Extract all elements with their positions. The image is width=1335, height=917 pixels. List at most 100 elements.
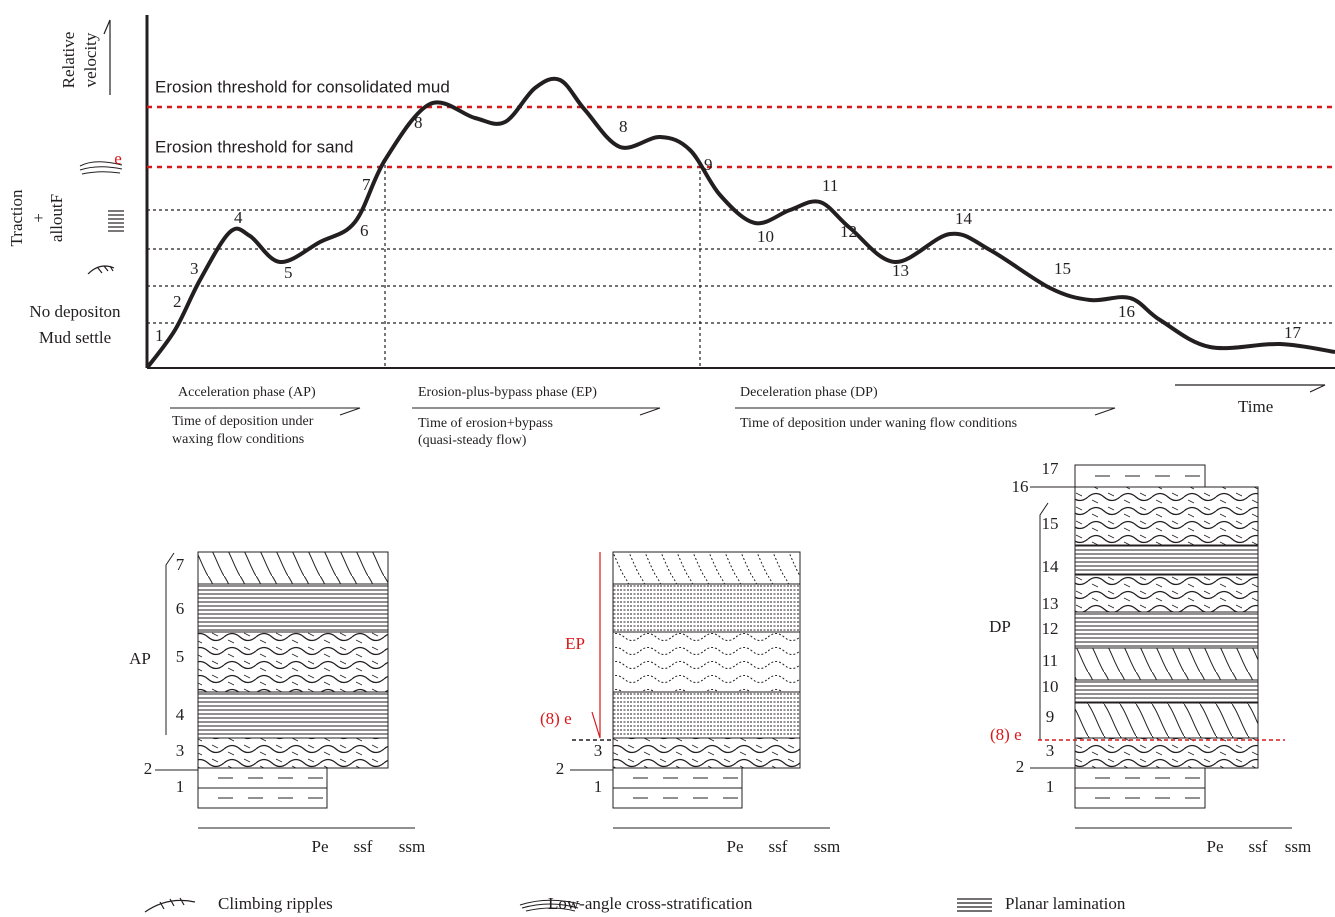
- ripple-icon: [88, 266, 114, 274]
- phase-name: Deceleration phase (DP): [740, 385, 878, 400]
- layer-label: 14: [1042, 557, 1060, 576]
- velocity-arrow-tip: [104, 20, 110, 34]
- curve-label: 8: [619, 117, 628, 136]
- phase-name: Acceleration phase (AP): [178, 385, 316, 400]
- layer-label: 11: [1042, 651, 1058, 670]
- y-label: +: [29, 213, 48, 223]
- curve-label: 15: [1054, 259, 1071, 278]
- layer: [613, 738, 800, 768]
- y-label: No depositon: [29, 302, 121, 321]
- layer-label: 2: [144, 759, 153, 778]
- threshold-marker: e: [114, 149, 122, 168]
- y-label: alloutF: [47, 194, 66, 242]
- layer-label: 2: [556, 759, 565, 778]
- curve-label: 17: [1284, 323, 1302, 342]
- velocity-curve: [147, 79, 1335, 368]
- legend-label: Planar lamination: [1005, 894, 1126, 913]
- layer-label: 12: [1042, 619, 1059, 638]
- layer: [1075, 680, 1258, 703]
- y-label: Mud settle: [39, 328, 111, 347]
- layer-label: 2: [1016, 757, 1025, 776]
- curve-label: 4: [234, 208, 243, 227]
- layer-label: 10: [1042, 677, 1059, 696]
- curve-label: 13: [892, 261, 909, 280]
- curve-label: 14: [955, 209, 973, 228]
- curve-label: 3: [190, 259, 199, 278]
- layer-label: 6: [176, 599, 185, 618]
- curve-label: 6: [360, 221, 369, 240]
- column-phase: EP: [565, 634, 585, 653]
- threshold-label: Erosion threshold for consolidated mud: [155, 77, 450, 96]
- column-phase: DP: [989, 617, 1011, 636]
- curve-label: 2: [173, 292, 182, 311]
- figure: RelativevelocityeTraction+alloutFNo depo…: [0, 0, 1335, 917]
- layer: [198, 692, 388, 738]
- layer: [198, 584, 388, 632]
- column-phase: AP: [129, 649, 151, 668]
- legend-label: Low-angle cross-stratification: [548, 894, 753, 913]
- layer-label: 1: [1046, 777, 1055, 796]
- legend-label: Climbing ripples: [218, 894, 333, 913]
- layer-label: 3: [1046, 741, 1055, 760]
- curve-label: 9: [704, 155, 713, 174]
- layer-label: 15: [1042, 514, 1059, 533]
- curve-label: 5: [284, 263, 293, 282]
- layer-label: 1: [176, 777, 185, 796]
- grain-size-label: Pe: [1207, 837, 1224, 856]
- layer: [1075, 575, 1258, 612]
- layer: [613, 552, 800, 584]
- layer: [613, 584, 800, 632]
- phase-description: Time of deposition under: [172, 414, 314, 429]
- phase-arrow: [166, 553, 174, 735]
- layer: [1075, 545, 1258, 575]
- layer: [198, 738, 388, 768]
- erosion-marker: (8) e: [540, 709, 572, 728]
- phase-name: Erosion-plus-bypass phase (EP): [418, 385, 597, 400]
- phase-description: Time of deposition under waning flow con…: [740, 416, 1017, 431]
- grain-size-label: ssf: [354, 837, 373, 856]
- layer-label: 5: [176, 647, 185, 666]
- layer-label: 16: [1012, 477, 1029, 496]
- time-label: Time: [1238, 397, 1273, 416]
- curve-label: 12: [840, 222, 857, 241]
- layer-label: 7: [176, 555, 185, 574]
- grain-size-label: Pe: [727, 837, 744, 856]
- level-lines: [147, 165, 1335, 368]
- layer-label: 1: [594, 777, 603, 796]
- layer: [198, 552, 388, 584]
- grain-size-label: ssf: [769, 837, 788, 856]
- erosion-marker: (8) e: [990, 725, 1022, 744]
- layer: [1075, 703, 1258, 738]
- planar-icon: [108, 211, 124, 231]
- y-label: velocity: [81, 32, 100, 87]
- layer: [613, 692, 800, 738]
- curve-label: 8: [414, 113, 423, 132]
- grain-size-label: ssm: [1285, 837, 1311, 856]
- layer-label: 9: [1046, 707, 1055, 726]
- layer-label: 3: [594, 741, 603, 760]
- threshold-label: Erosion threshold for sand: [155, 137, 353, 156]
- layer: [198, 632, 388, 692]
- y-label: Traction: [7, 189, 26, 246]
- phase-arrow: [412, 408, 660, 415]
- layer: [1075, 487, 1258, 545]
- layer-label: 3: [176, 741, 185, 760]
- layer-label: 13: [1042, 594, 1059, 613]
- phase-description: waxing flow conditions: [172, 432, 304, 447]
- phase-arrow: [592, 552, 600, 738]
- phase-description: (quasi-steady flow): [418, 433, 527, 448]
- grain-size-label: ssf: [1249, 837, 1268, 856]
- curve-label: 10: [757, 227, 774, 246]
- curve-label: 11: [822, 176, 838, 195]
- legend-planar-icon: [957, 899, 992, 911]
- phase-arrow: [735, 408, 1115, 415]
- curve-label: 7: [362, 175, 371, 194]
- legend-ripple-icon: [145, 898, 195, 912]
- layer-label: 4: [176, 705, 185, 724]
- layer-label: 17: [1042, 459, 1060, 478]
- phase-description: Time of erosion+bypass: [418, 416, 553, 431]
- layer: [1075, 612, 1258, 648]
- layer: [613, 632, 800, 692]
- curve-label: 16: [1118, 302, 1135, 321]
- time-arrow: [1175, 385, 1325, 392]
